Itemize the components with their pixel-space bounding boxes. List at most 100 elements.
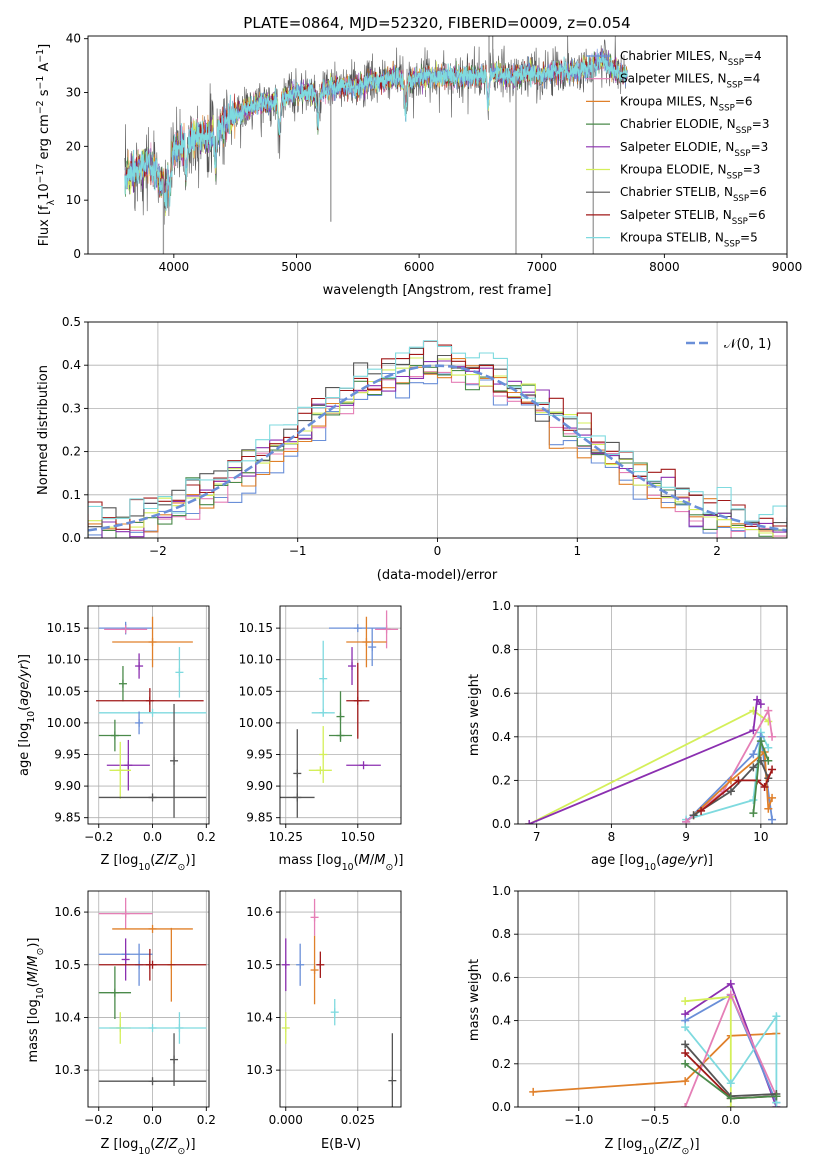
data-point	[760, 782, 769, 791]
y-tick-label: 10.00	[239, 716, 273, 730]
y-tick-label: 9.85	[246, 811, 273, 825]
y-tick-label: 10.4	[246, 1010, 273, 1024]
x-tick-label: −1	[289, 544, 307, 558]
x-tick-label: 8	[608, 830, 616, 844]
y-tick-label: 10.3	[54, 1063, 81, 1077]
y-tick-label: 10.6	[246, 905, 273, 919]
histogram-series	[88, 340, 787, 526]
axes-frame	[87, 35, 788, 255]
data-point	[726, 990, 735, 999]
x-tick-label: 1	[573, 544, 581, 558]
y-tick-label: 10.5	[54, 958, 81, 972]
x-tick-label: 7000	[526, 260, 557, 274]
data-point	[749, 809, 758, 818]
data-point	[749, 750, 758, 759]
data-point	[768, 765, 777, 774]
y-tick-label: 0.4	[62, 358, 81, 372]
y-tick-label: 0.2	[492, 1057, 511, 1071]
series-line	[685, 729, 770, 821]
y-tick-label: 10.15	[239, 621, 273, 635]
x-tick-label: 0	[434, 544, 442, 558]
y-tick-label: 40	[66, 32, 81, 46]
y-axis-label: Flux [fλ10−17 erg cm−2 s−1 A−1]	[35, 44, 57, 246]
data-point	[756, 737, 765, 746]
x-axis-label: mass [log10(M/M⊙)]	[279, 853, 404, 873]
y-tick-label: 20	[66, 139, 81, 153]
legend-entry: Kroupa STELIB, NSSP=5	[620, 231, 758, 250]
data-point	[697, 806, 706, 815]
y-tick-label: 0.1	[62, 488, 81, 502]
data-point	[681, 1049, 690, 1057]
series-line	[533, 1032, 777, 1093]
data-point	[749, 796, 758, 805]
plot-area	[96, 616, 207, 818]
data-point	[726, 979, 735, 988]
data-point	[749, 726, 758, 735]
axes-residual_histogram: −2 −1 0 1 2 0.0 0.1 0.2 0.3 0.4 0.5 𝒩(0, 1) (data-mo…	[36, 315, 788, 583]
axes-age_vs_Z: −0.2 0.0 0.2 9.85 9.90 9.95 10.00 10.05 10.10 10.…	[17, 605, 216, 873]
axes-frame	[517, 890, 788, 1108]
spectrum-line	[124, 52, 628, 211]
plot-area	[98, 897, 207, 1086]
data-point	[681, 1023, 690, 1032]
y-tick-label: 10.4	[54, 1010, 81, 1024]
y-tick-label: 0.3	[62, 401, 81, 415]
legend-entry: Salpeter STELIB, NSSP=6	[620, 208, 766, 227]
x-tick-label: 8000	[649, 260, 680, 274]
y-axis-label: mass weight	[467, 674, 482, 756]
plot-area	[88, 340, 787, 538]
data-point	[682, 817, 691, 824]
data-point	[756, 700, 765, 709]
legend-entry: Kroupa MILES, NSSP=6	[620, 94, 753, 113]
plot-area	[280, 610, 399, 818]
data-point	[753, 695, 762, 704]
legend-entry: Salpeter MILES, NSSP=4	[620, 72, 760, 91]
axes-frame	[279, 890, 402, 1108]
y-tick-label: 0.2	[62, 445, 81, 459]
data-point	[764, 717, 773, 726]
y-tick-label: 0.4	[492, 730, 511, 744]
x-tick-label: 9000	[772, 260, 803, 274]
data-point	[529, 1087, 538, 1096]
data-point	[689, 811, 698, 820]
y-tick-label: 0.0	[62, 531, 81, 545]
y-tick-label: 9.85	[54, 811, 81, 825]
data-point	[726, 1103, 735, 1107]
y-tick-label: 10.5	[246, 958, 273, 972]
y-tick-label: 9.95	[54, 747, 81, 761]
axes-mass_vs_Z: −0.2 0.0 0.2 10.3 10.4 10.5 10.6 Z [log10(Z/Z⊙)…	[26, 890, 216, 1157]
x-tick-label: −2	[149, 544, 167, 558]
x-tick-label: 7	[533, 830, 541, 844]
y-tick-label: 0.6	[492, 686, 511, 700]
data-point	[768, 793, 777, 802]
plot-area	[529, 979, 781, 1107]
x-tick-label: 5000	[281, 260, 312, 274]
legend-entry: Chabrier STELIB, NSSP=6	[620, 185, 767, 204]
legend-entry: Chabrier MILES, NSSP=4	[620, 49, 762, 68]
x-tick-label: 2	[713, 544, 721, 558]
x-tick-label: −0.5	[640, 1113, 669, 1127]
y-tick-label: 9.90	[54, 779, 81, 793]
data-point	[681, 1077, 690, 1086]
x-axis-label: wavelength [Angstrom, rest frame]	[323, 283, 552, 298]
y-tick-label: 30	[66, 86, 81, 100]
data-point	[764, 804, 773, 813]
legend-entry: Salpeter ELODIE, NSSP=3	[620, 140, 768, 159]
data-point	[726, 776, 735, 785]
x-tick-label: −0.2	[84, 1113, 113, 1127]
y-tick-label: 0.8	[492, 927, 511, 941]
data-point	[681, 1103, 690, 1107]
x-axis-label: age [log10(age/yr)]	[591, 853, 713, 873]
y-tick-label: 10.10	[47, 653, 81, 667]
y-tick-label: 0.2	[492, 773, 511, 787]
series-line	[528, 697, 762, 824]
legend-entry: 𝒩(0, 1)	[724, 337, 771, 352]
data-point	[681, 1040, 690, 1049]
x-tick-label: −0.2	[84, 830, 113, 844]
axes-weight_vs_Z: −1.0 −0.5 0.0 0.0 0.2 0.4 0.6 0.8 1.0 Z [log10(Z/…	[467, 884, 788, 1157]
x-tick-label: 6000	[404, 260, 435, 274]
histogram-series	[88, 371, 787, 538]
data-point	[525, 820, 534, 824]
y-axis-label: mass [log10(M/M⊙)]	[26, 938, 46, 1063]
x-axis-label: Z [log10(Z/Z⊙)]	[604, 1137, 699, 1157]
